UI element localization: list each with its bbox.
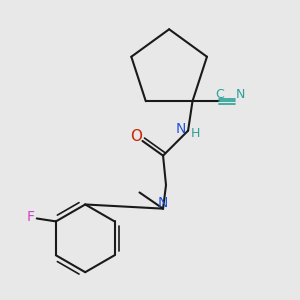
Text: O: O [130, 129, 142, 144]
Text: F: F [26, 210, 34, 224]
Text: H: H [191, 127, 200, 140]
Text: N: N [176, 122, 186, 136]
Text: C: C [215, 88, 224, 101]
Text: N: N [236, 88, 245, 101]
Text: N: N [158, 196, 168, 210]
